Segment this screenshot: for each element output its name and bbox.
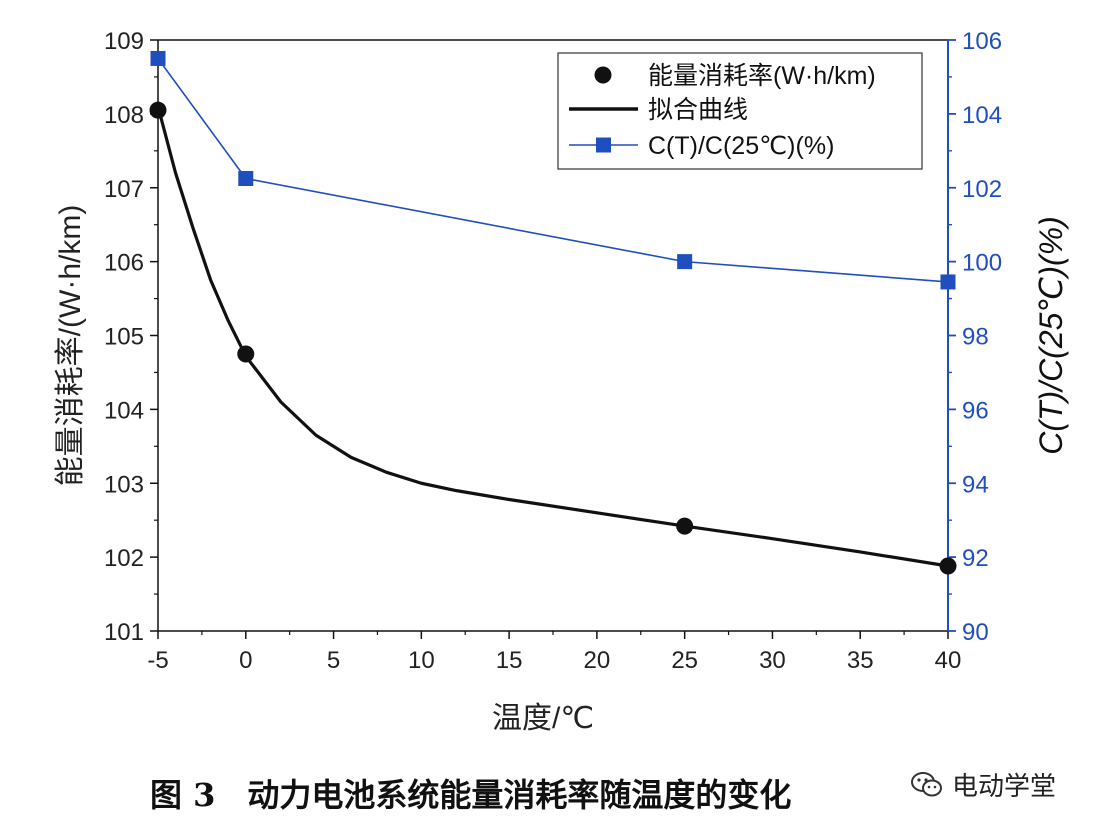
legend-marker-square: [596, 137, 611, 153]
left-y-tick-label: 102: [104, 545, 144, 572]
right-y-tick-label: 98: [962, 324, 989, 351]
left-y-tick-label: 107: [104, 176, 144, 203]
capacity-ratio-point: [940, 274, 956, 290]
right-y-tick-label: 90: [962, 619, 989, 646]
x-tick-label: 0: [239, 647, 252, 674]
figure-caption: 图 3 动力电池系统能量消耗率随温度的变化: [150, 776, 792, 814]
chart-legend: 能量消耗率(W·h/km) 拟合曲线 C(T)/C(25℃)(%): [557, 52, 923, 170]
x-tick-label: -5: [147, 647, 168, 674]
left-y-tick-label: 108: [104, 102, 144, 129]
left-y-tick-label: 105: [104, 324, 144, 351]
right-y-tick-label: 96: [962, 397, 989, 424]
left-y-axis-title: 能量消耗率/(W·h/km): [54, 205, 87, 487]
x-tick-label: 40: [935, 647, 962, 674]
capacity-ratio-point: [238, 171, 254, 187]
capacity-ratio-point: [150, 50, 166, 66]
x-tick-label: 15: [496, 647, 523, 674]
chart-axes: -5 0 5 10 15 20 25 30 35 40 温度/℃ 101 102 103 104 105 106…: [54, 28, 1069, 735]
right-y-tick-label: 102: [962, 176, 1002, 203]
left-y-tick-label: 104: [104, 397, 144, 424]
left-y-tick-label: 106: [104, 250, 144, 277]
x-tick-label: 10: [408, 647, 435, 674]
capacity-ratio-point: [677, 254, 693, 270]
left-y-tick-label: 109: [104, 28, 144, 55]
x-tick-label: 20: [584, 647, 611, 674]
left-y-tick-label: 103: [104, 471, 144, 498]
watermark-text: 电动学堂: [952, 772, 1057, 802]
right-y-tick-label: 106: [962, 28, 1002, 55]
legend-label: 拟合曲线: [648, 96, 748, 124]
legend-label: 能量消耗率(W·h/km): [648, 62, 876, 90]
wechat-icon: [911, 771, 942, 796]
legend-box: [557, 52, 923, 170]
right-y-tick-label: 104: [962, 102, 1002, 129]
legend-marker-circle: [594, 66, 612, 84]
right-y-tick-label: 92: [962, 545, 989, 572]
chart-series: [149, 50, 957, 575]
x-tick-label: 25: [671, 647, 698, 674]
legend-label: C(T)/C(25℃)(%): [648, 132, 834, 160]
left-y-tick-label: 101: [104, 619, 144, 646]
right-y-tick-label: 100: [962, 250, 1002, 277]
capacity-ratio-line: [157, 57, 949, 283]
x-tick-label: 30: [759, 647, 786, 674]
x-tick-label: 35: [847, 647, 874, 674]
fit-curve-line: [156, 106, 949, 568]
x-axis-title: 温度/℃: [492, 702, 594, 735]
watermark: 电动学堂: [910, 766, 1056, 803]
x-tick-label: 5: [327, 647, 340, 674]
right-y-axis-title: C(T)/C(25℃)(%): [1033, 216, 1069, 455]
right-y-tick-label: 94: [962, 471, 989, 498]
